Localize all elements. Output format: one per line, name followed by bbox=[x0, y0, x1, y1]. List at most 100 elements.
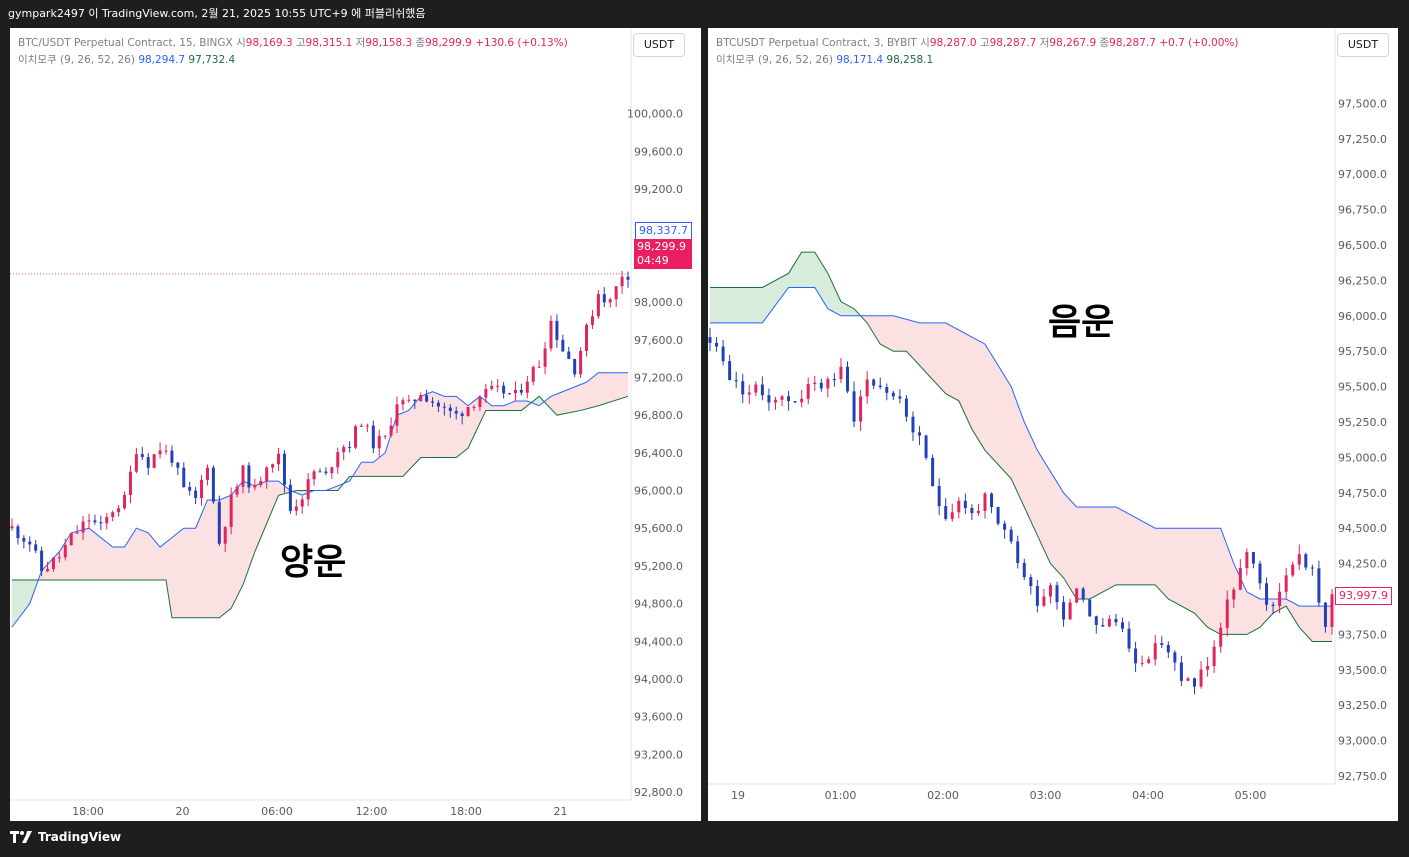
candle-body bbox=[188, 487, 192, 491]
ichimoku-cloud-segment bbox=[147, 532, 151, 581]
ichimoku-cloud-segment bbox=[806, 251, 810, 288]
ichimoku-cloud-segment bbox=[1114, 506, 1118, 587]
ichimoku-cloud-segment bbox=[952, 326, 956, 400]
candle-body bbox=[105, 516, 109, 524]
y-tick-label: 94,250.0 bbox=[1338, 558, 1387, 571]
ichimoku-cloud-segment bbox=[880, 315, 885, 347]
ichimoku-cloud-segment bbox=[452, 396, 456, 458]
ichimoku-cloud-segment bbox=[915, 321, 919, 365]
ichimoku-cloud-segment bbox=[750, 287, 754, 324]
candle-body bbox=[324, 471, 328, 474]
ichimoku-cloud-segment bbox=[1229, 551, 1233, 635]
currency-unit-button[interactable]: USDT bbox=[633, 33, 685, 57]
leading-span-b-line bbox=[11, 372, 628, 628]
ichimoku-cloud-segment bbox=[461, 400, 466, 454]
y-tick-label: 92,750.0 bbox=[1338, 770, 1387, 783]
ichimoku-cloud-segment bbox=[91, 530, 96, 581]
candle-body bbox=[885, 387, 889, 393]
currency-unit-button[interactable]: USDT bbox=[1337, 33, 1389, 57]
ichimoku-cloud-segment bbox=[405, 409, 410, 474]
candle-body bbox=[555, 320, 559, 340]
candle-body bbox=[211, 467, 215, 502]
candle-body bbox=[1009, 529, 1013, 542]
ichimoku-cloud-segment bbox=[412, 401, 416, 467]
ichimoku-cloud-segment bbox=[399, 412, 404, 477]
candle-body bbox=[1310, 567, 1314, 569]
last-price-label: 98,299.9 04:49 bbox=[634, 239, 692, 269]
close-label: 종 bbox=[1099, 37, 1110, 49]
y-tick-label: 96,800.0 bbox=[634, 409, 683, 422]
candle-body bbox=[590, 316, 594, 325]
ichimoku-cloud-segment bbox=[144, 531, 148, 581]
ichimoku-cloud-segment bbox=[759, 286, 764, 324]
y-tick-label: 96,400.0 bbox=[634, 447, 683, 460]
candle-body bbox=[708, 337, 712, 343]
ichimoku-cloud-segment bbox=[908, 319, 913, 359]
ichimoku-cloud-segment bbox=[1092, 506, 1096, 598]
ichimoku-cloud-segment bbox=[1117, 507, 1121, 586]
last-price-label: 93,997.9 bbox=[1335, 587, 1392, 605]
ichimoku-cloud-segment bbox=[498, 405, 502, 411]
chart-canvas-right[interactable]: 97,500.0 97,250.0 97,000.0 96,750.0 96,500.0… bbox=[708, 28, 1398, 821]
ichimoku-cloud-segment bbox=[1017, 404, 1022, 500]
candle-body bbox=[217, 501, 221, 544]
y-tick-label: 93,200.0 bbox=[634, 748, 683, 761]
ichimoku-cloud-segment bbox=[890, 315, 894, 352]
ichimoku-cloud-segment bbox=[958, 329, 963, 408]
chart-panel-right[interactable]: 97,500.0 97,250.0 97,000.0 96,750.0 96,500.0… bbox=[708, 28, 1398, 821]
ichimoku-cloud-segment bbox=[372, 460, 376, 477]
chart-panel-left[interactable]: 100,000.099,600.099,200.098,800.098,400.… bbox=[10, 28, 701, 821]
ichimoku-cloud-segment bbox=[1023, 421, 1028, 514]
candle-body bbox=[300, 499, 304, 507]
ichimoku-cloud-segment bbox=[1051, 473, 1056, 570]
candle-body bbox=[543, 348, 547, 367]
candle-body bbox=[608, 299, 612, 303]
ichimoku-cloud-segment bbox=[1054, 478, 1059, 573]
ichimoku-cloud-segment bbox=[236, 484, 241, 598]
candle-body bbox=[336, 452, 340, 468]
ichimoku-cloud-segment bbox=[174, 532, 179, 618]
ichimoku-cloud-segment bbox=[725, 287, 729, 324]
ichimoku-cloud-segment bbox=[455, 395, 459, 458]
y-tick-label: 95,750.0 bbox=[1338, 345, 1387, 358]
ichimoku-cloud-segment bbox=[258, 482, 262, 544]
ichimoku-cloud-segment bbox=[1306, 605, 1311, 640]
ichimoku-cloud-segment bbox=[415, 398, 419, 464]
ichimoku-cloud-segment bbox=[768, 281, 773, 315]
candle-body bbox=[780, 396, 784, 400]
y-tick-label: 93,600.0 bbox=[634, 711, 683, 724]
candle-body bbox=[140, 454, 144, 458]
ichimoku-cloud-segment bbox=[11, 579, 16, 628]
ichimoku-cloud-segment bbox=[421, 394, 425, 458]
candle-body bbox=[383, 435, 387, 437]
ichimoku-cloud-segment bbox=[1191, 527, 1196, 615]
open-label: 시 bbox=[920, 37, 930, 49]
x-tick-label: 05:00 bbox=[1235, 789, 1267, 802]
candle-body bbox=[976, 510, 980, 514]
ichimoku-cloud-segment bbox=[712, 287, 717, 324]
candle-body bbox=[1068, 602, 1072, 620]
ichimoku-cloud-segment bbox=[603, 372, 607, 405]
ichimoku-cloud-segment bbox=[1110, 506, 1115, 588]
ichimoku-cloud-segment bbox=[125, 539, 130, 581]
ichimoku-cloud-segment bbox=[943, 322, 947, 395]
candle-body bbox=[865, 379, 869, 397]
ichimoku-cloud-segment bbox=[1300, 605, 1305, 634]
candle-body bbox=[152, 454, 156, 468]
candle-body bbox=[819, 382, 823, 389]
candle-body bbox=[800, 398, 804, 403]
ichimoku-cloud-segment bbox=[905, 318, 910, 355]
x-tick-label: 12:00 bbox=[356, 805, 388, 818]
ichimoku-cloud-segment bbox=[624, 372, 629, 398]
ichimoku-cloud-segment bbox=[1067, 496, 1072, 591]
ichimoku-cloud-segment bbox=[896, 316, 900, 352]
ichimoku-cloud-segment bbox=[918, 322, 922, 369]
chart-canvas-left[interactable]: 100,000.099,600.099,200.098,800.098,400.… bbox=[10, 28, 701, 821]
ichimoku-cloud-segment bbox=[756, 287, 761, 324]
ichimoku-cloud-segment bbox=[728, 287, 733, 324]
y-tick-label: 94,800.0 bbox=[634, 598, 683, 611]
close-value: 98,299.9 bbox=[425, 37, 472, 49]
ichimoku-cloud-segment bbox=[54, 552, 59, 581]
ichimoku-cloud-segment bbox=[939, 322, 944, 392]
candle-body bbox=[223, 527, 227, 544]
